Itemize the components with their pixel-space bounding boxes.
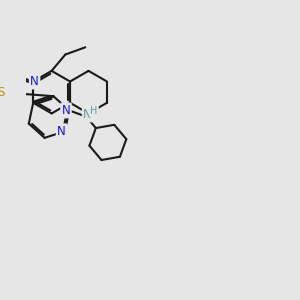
Text: S: S — [0, 86, 4, 99]
Text: N: N — [61, 104, 70, 117]
Text: H: H — [90, 106, 98, 116]
Text: N: N — [83, 108, 92, 121]
Text: N: N — [30, 75, 39, 88]
Text: N: N — [57, 125, 66, 138]
